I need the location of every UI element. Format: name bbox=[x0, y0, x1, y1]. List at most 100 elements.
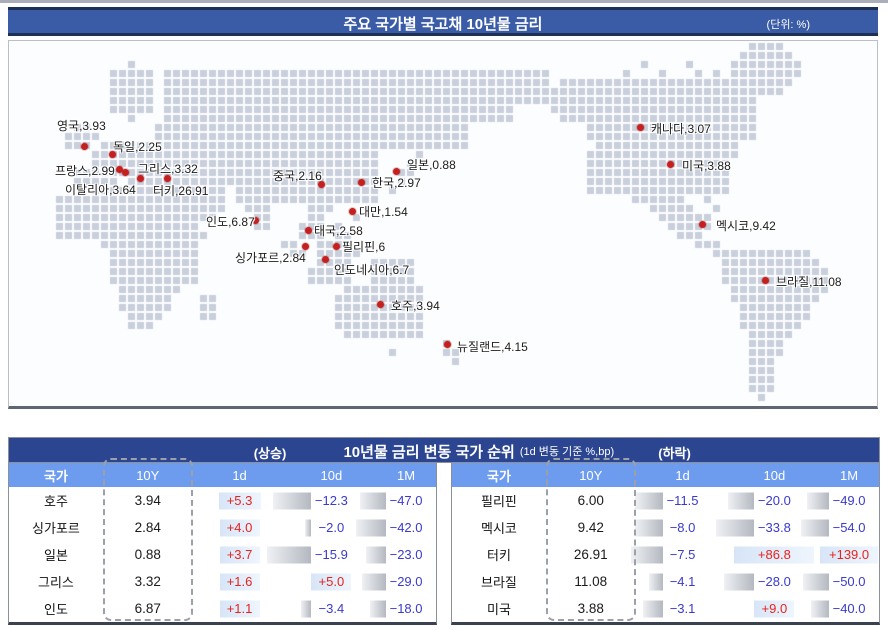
unit-label: (단위: %) bbox=[766, 19, 810, 31]
change-value: −40.0 bbox=[832, 601, 866, 616]
change-bar bbox=[311, 573, 352, 590]
country-label: 싱가포르,2.84 bbox=[235, 251, 306, 265]
header-cell-10Y: 10Y bbox=[136, 467, 160, 483]
change-bar bbox=[219, 519, 260, 536]
table-row: 필리핀 6.00 −11.5 −20.0 −49.0 bbox=[452, 487, 879, 514]
change-cell: −4.1 bbox=[636, 568, 730, 595]
country-cell: 브라질 bbox=[481, 575, 517, 590]
country-dot bbox=[252, 217, 259, 224]
header-cell-1M: 1M bbox=[840, 467, 859, 483]
table-row: 터키 26.91 −7.5 +86.8 +139.0 bbox=[452, 541, 879, 568]
change-bar bbox=[801, 519, 830, 536]
y10-cell: 11.08 bbox=[574, 574, 608, 589]
world-map-canvas bbox=[9, 41, 875, 403]
change-value: −20.0 bbox=[757, 493, 791, 508]
change-value: −49.0 bbox=[832, 493, 866, 508]
change-value: −11.5 bbox=[666, 493, 699, 508]
change-value: −42.0 bbox=[389, 520, 423, 535]
change-bar bbox=[219, 600, 260, 617]
change-cell: −40.0 bbox=[811, 595, 879, 622]
rank-down-label: (하락) bbox=[658, 446, 691, 461]
change-value: −8.0 bbox=[669, 520, 696, 535]
header-cell-국가: 국가 bbox=[487, 468, 511, 484]
header-cell-국가: 국가 bbox=[44, 468, 68, 484]
table-row: 일본 0.88 +3.7 −15.9 −23.0 bbox=[9, 541, 436, 568]
country-label: 인도네시아,6.7 bbox=[334, 263, 410, 277]
change-cell: +3.7 bbox=[193, 541, 287, 568]
country-label: 캐나다,3.07 bbox=[651, 122, 711, 136]
table-row: 미국 3.88 −3.1 +9.0 −40.0 bbox=[452, 595, 879, 622]
change-cell: −11.5 bbox=[634, 487, 730, 514]
change-cell: −20.0 bbox=[728, 487, 820, 514]
change-cell: −47.0 bbox=[360, 487, 436, 514]
country-cell: 싱가포르 bbox=[32, 521, 80, 536]
change-value: +1.1 bbox=[226, 601, 253, 616]
rank-tables: 국가 10Y 1d 10d 1M 호주 3.94 +5.3 −12.3 −47.0 싱가포르 2.84… bbox=[8, 458, 880, 625]
change-value: −47.0 bbox=[389, 493, 423, 508]
table-row: 싱가포르 2.84 +4.0 −2.0 −42.0 bbox=[9, 514, 436, 541]
change-cell: −33.8 bbox=[716, 514, 820, 541]
change-cell: −8.0 bbox=[634, 514, 730, 541]
country-label: 중국,2.16 bbox=[273, 169, 322, 183]
change-cell: +86.8 bbox=[730, 541, 820, 568]
table-row: 호주 3.94 +5.3 −12.3 −47.0 bbox=[9, 487, 436, 514]
table-header-row: 국가 10Y 1d 10d 1M bbox=[452, 463, 879, 487]
change-bar bbox=[273, 492, 312, 509]
country-dot bbox=[116, 166, 123, 173]
header-cell-1d: 1d bbox=[675, 467, 690, 483]
country-label: 미국,3.88 bbox=[682, 159, 731, 173]
change-value: −4.1 bbox=[669, 574, 696, 589]
country-dot bbox=[393, 168, 400, 175]
country-label: 프랑스,2.99 bbox=[55, 164, 115, 178]
change-cell: −23.0 bbox=[366, 541, 436, 568]
header-cell-1M: 1M bbox=[397, 467, 416, 483]
country-dot bbox=[333, 243, 340, 250]
change-value: +5.3 bbox=[226, 493, 253, 508]
country-label: 독일,2.25 bbox=[113, 140, 162, 154]
country-dot bbox=[322, 256, 329, 263]
change-bar bbox=[360, 492, 387, 509]
rank-table-down: 국가 10Y 1d 10d 1M 필리핀 6.00 −11.5 −20.0 −49.0 멕시코 9.4… bbox=[451, 458, 880, 625]
change-cell: −3.4 bbox=[287, 595, 377, 622]
change-cell: −42.0 bbox=[356, 514, 436, 541]
change-cell: −50.0 bbox=[803, 568, 879, 595]
country-dot bbox=[444, 341, 451, 348]
table-row: 멕시코 9.42 −8.0 −33.8 −54.0 bbox=[452, 514, 879, 541]
table-header-row: 국가 10Y 1d 10d 1M bbox=[9, 463, 436, 487]
rank-subtitle: (1d 변동 기준 %,bp) bbox=[519, 446, 615, 458]
change-bar bbox=[728, 492, 755, 509]
change-bar bbox=[807, 492, 830, 509]
change-bar bbox=[219, 546, 260, 563]
y10-cell: 3.88 bbox=[577, 601, 604, 616]
table-row: 브라질 11.08 −4.1 −28.0 −50.0 bbox=[452, 568, 879, 595]
country-dot bbox=[637, 124, 644, 131]
y10-cell: 26.91 bbox=[573, 547, 608, 562]
country-label: 브라질,11.08 bbox=[776, 275, 842, 289]
change-cell: −54.0 bbox=[801, 514, 879, 541]
change-value: −50.0 bbox=[832, 574, 866, 589]
window-top-edge bbox=[0, 0, 888, 3]
change-value: +139.0 bbox=[829, 547, 870, 562]
change-cell: −2.0 bbox=[287, 514, 377, 541]
country-label: 인도,6.87 bbox=[206, 215, 255, 229]
country-dot bbox=[667, 161, 674, 168]
change-value: −18.0 bbox=[389, 601, 423, 616]
change-bar bbox=[634, 492, 663, 509]
country-dot bbox=[122, 169, 129, 176]
change-cell: +9.0 bbox=[730, 595, 820, 622]
change-bar bbox=[219, 573, 260, 590]
change-bar bbox=[630, 546, 663, 563]
change-bar bbox=[305, 519, 312, 536]
change-bar bbox=[754, 600, 795, 617]
country-dot bbox=[81, 143, 88, 150]
page-title-bar: 주요 국가별 국고채 10년물 금리 (단위: %) bbox=[8, 7, 878, 36]
rank-table-up: 국가 10Y 1d 10d 1M 호주 3.94 +5.3 −12.3 −47.0 싱가포르 2.84… bbox=[8, 458, 437, 625]
change-cell: −28.0 bbox=[724, 568, 820, 595]
country-cell: 멕시코 bbox=[481, 521, 517, 536]
change-cell: −12.3 bbox=[273, 487, 377, 514]
country-dot bbox=[302, 243, 309, 250]
country-cell: 미국 bbox=[487, 602, 511, 617]
world-map: 영국,3.93 독일,2.25 프랑스,2.99 그리스,3.32 이탈리아,3.64 터… bbox=[8, 40, 878, 409]
y10-cell: 9.42 bbox=[577, 520, 604, 535]
country-label: 멕시코,9.42 bbox=[716, 219, 776, 233]
